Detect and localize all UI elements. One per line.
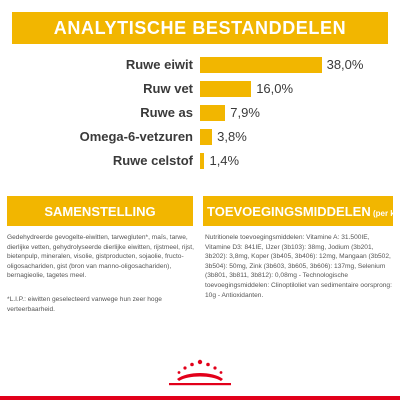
bar-category-label: Ruwe as xyxy=(140,105,193,120)
bar-category-label: Ruwe eiwit xyxy=(125,57,193,72)
bar-row: Ruw vet 16,0% xyxy=(0,78,400,100)
bar xyxy=(200,153,205,169)
bar-value-label: 7,9% xyxy=(230,105,260,120)
bar xyxy=(200,81,252,97)
analytical-constituents-banner: ANALYTISCHE BESTANDDELEN xyxy=(12,12,388,44)
bar-category-label: Omega-6-vetzuren xyxy=(79,129,193,144)
composition-heading: SAMENSTELLING xyxy=(44,203,156,219)
bar xyxy=(200,105,226,121)
bar xyxy=(200,129,213,145)
additives-text: Nutritionele toevoegingsmiddelen: Vitami… xyxy=(205,234,392,299)
bar-category-label: Ruwe celstof xyxy=(112,153,193,168)
bar-row: Omega-6-vetzuren 3,8% xyxy=(0,126,400,148)
royal-canin-crown-logo-icon xyxy=(169,359,231,386)
bar-value-label: 38,0% xyxy=(326,57,364,72)
composition-text: Gedehydreerde gevogelte-eiwitten, tarweg… xyxy=(7,234,194,280)
additives-heading-unit: (per kg) xyxy=(370,208,400,218)
additives-heading-main: TOEVOEGINGSMIDDELEN xyxy=(207,203,371,219)
analytical-bar-chart: Ruwe eiwit 38,0% Ruw vet 16,0% Ruwe as 7,9% Om… xyxy=(0,52,400,172)
additives-header: TOEVOEGINGSMIDDELEN (per kg) xyxy=(203,196,400,226)
bar-value-label: 1,4% xyxy=(209,153,240,168)
brand-footer-line xyxy=(0,396,400,400)
additives-heading: TOEVOEGINGSMIDDELEN (per kg) xyxy=(207,204,400,219)
bar-category-label: Ruw vet xyxy=(143,81,193,96)
page-title: ANALYTISCHE BESTANDDELEN xyxy=(53,17,347,38)
bar-row: Ruwe as 7,9% xyxy=(0,102,400,124)
bar-row: Ruwe celstof 1,4% xyxy=(0,150,400,172)
bar xyxy=(200,57,322,73)
composition-footnote: *L.I.P.: eiwitten geselecteerd vanwege h… xyxy=(7,296,162,313)
bar-row: Ruwe eiwit 38,0% xyxy=(0,54,400,76)
composition-header: SAMENSTELLING xyxy=(7,196,193,226)
bar-value-label: 3,8% xyxy=(217,129,247,144)
bar-value-label: 16,0% xyxy=(256,81,294,96)
